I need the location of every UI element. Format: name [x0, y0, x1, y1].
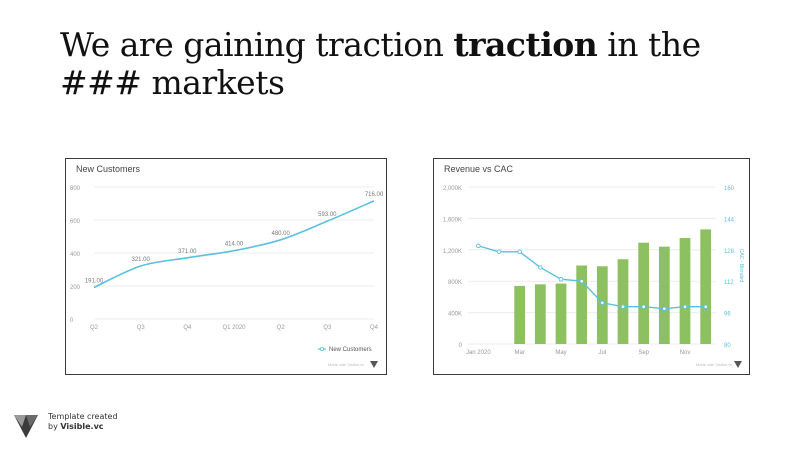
x-tick-label: Q2	[277, 325, 286, 331]
revenue-bar	[576, 265, 588, 344]
new-customers-chart-card: New Customers 0 200 400 600 800 191.00 Q2 321.0…	[65, 158, 387, 375]
revenue-vs-cac-chart: 0 400K 800K 1,200K 1,600K 2,000K 80 96 112 128 144…	[443, 186, 744, 368]
revenue-bar	[555, 283, 567, 344]
x-tick-label: Q3	[137, 325, 146, 331]
x-tick-label: Q4	[183, 325, 192, 331]
legend-marker	[319, 346, 324, 351]
y-tick-label-right: 128	[724, 249, 735, 255]
x-tick-label: Q3	[323, 325, 332, 331]
footer-prefix: by	[48, 422, 61, 431]
x-tick-label: Q4	[370, 325, 379, 331]
watermark-text: Made with Visible.vc	[696, 362, 732, 367]
x-tick-label: Sep	[638, 350, 649, 356]
revenue-bar	[514, 285, 526, 344]
revenue-bar	[679, 238, 691, 344]
x-tick-label: Q2	[90, 325, 99, 331]
cac-line	[478, 245, 706, 310]
data-label: 593.00	[318, 212, 337, 218]
data-label: 716.00	[365, 192, 384, 198]
y-tick-label-left: 400K	[448, 312, 462, 318]
y-tick-label-right: 144	[724, 217, 735, 223]
footer-brand: Visible.vc	[60, 422, 104, 431]
cac-point	[620, 304, 626, 309]
y-tick-label-right: 96	[724, 312, 731, 318]
cac-point	[538, 265, 543, 270]
slide-title: We are gaining traction traction in the …	[60, 26, 760, 102]
x-tick-label: May	[555, 350, 566, 356]
x-tick-label: Nov	[680, 350, 691, 356]
y-tick-label: 600	[70, 219, 81, 225]
cac-point	[682, 304, 688, 309]
legend-label: New Customers	[329, 347, 372, 353]
cac-point	[703, 304, 708, 309]
data-label: 480.00	[271, 231, 290, 237]
cac-point	[496, 249, 502, 255]
y-tick-label-right: 160	[724, 186, 735, 192]
new-customers-chart: 0 200 400 600 800 191.00 Q2 321.00 Q3 371.00 Q4 414…	[70, 186, 384, 368]
y-tick-label-left: 1,200K	[443, 249, 462, 255]
title-text-bold: traction	[453, 25, 598, 64]
revenue-vs-cac-chart-card: Revenue vs CAC 0 400K 800K 1,200K 1,600K 2,00…	[433, 158, 750, 375]
revenue-bar	[658, 246, 670, 344]
cac-point	[517, 249, 522, 255]
visible-logo-icon	[14, 415, 38, 438]
y-tick-label-left: 0	[459, 343, 463, 349]
x-tick-label: Jan 2020	[466, 350, 491, 356]
watermark-logo-icon	[370, 361, 378, 368]
x-tick-label: Mar	[514, 350, 524, 356]
data-label: 414.00	[225, 242, 244, 248]
y-tick-label-left: 800K	[448, 280, 462, 286]
cac-point	[579, 278, 584, 284]
new-customers-line	[93, 200, 375, 289]
x-tick-label: Jul	[598, 350, 606, 356]
cac-point	[558, 276, 564, 282]
y-tick-label-left: 1,600K	[443, 217, 462, 223]
y-tick-label: 200	[70, 285, 81, 291]
y-tick-label: 0	[70, 318, 74, 324]
y-tick-label-left: 2,000K	[443, 186, 462, 192]
data-label: 191.00	[85, 278, 104, 284]
footer: Template created by Visible.vc	[12, 412, 118, 440]
title-text-1: We are gaining traction	[60, 25, 454, 64]
watermark-text: Made with Visible.vc	[328, 362, 364, 367]
cac-point	[476, 243, 481, 249]
revenue-bar	[617, 259, 629, 344]
footer-line-1: Template created	[48, 412, 118, 421]
footer-line-2: by Visible.vc	[48, 422, 118, 432]
revenue-bar	[700, 229, 712, 344]
data-label: 321.00	[131, 257, 150, 263]
y-tick-label-right: 112	[724, 280, 734, 286]
cac-point	[662, 306, 667, 311]
y-axis-label-right: CAC - Blended	[738, 249, 744, 283]
footer-credit: Template created by Visible.vc	[48, 412, 118, 432]
cac-point	[641, 304, 646, 309]
revenue-bar	[596, 266, 608, 344]
y-tick-label-right: 80	[724, 343, 731, 349]
revenue-bar	[638, 242, 650, 344]
watermark-logo-icon	[734, 361, 742, 368]
cac-point	[600, 300, 605, 306]
y-tick-label: 400	[70, 252, 81, 258]
x-tick-label: Q1 2020	[222, 325, 246, 331]
y-tick-label: 800	[70, 186, 81, 192]
data-label: 371.00	[178, 249, 197, 255]
revenue-bar	[534, 284, 546, 344]
new-customers-chart-title: New Customers	[76, 164, 141, 174]
revenue-vs-cac-chart-title: Revenue vs CAC	[444, 164, 514, 174]
title-text-2: in the ### markets	[60, 25, 701, 102]
